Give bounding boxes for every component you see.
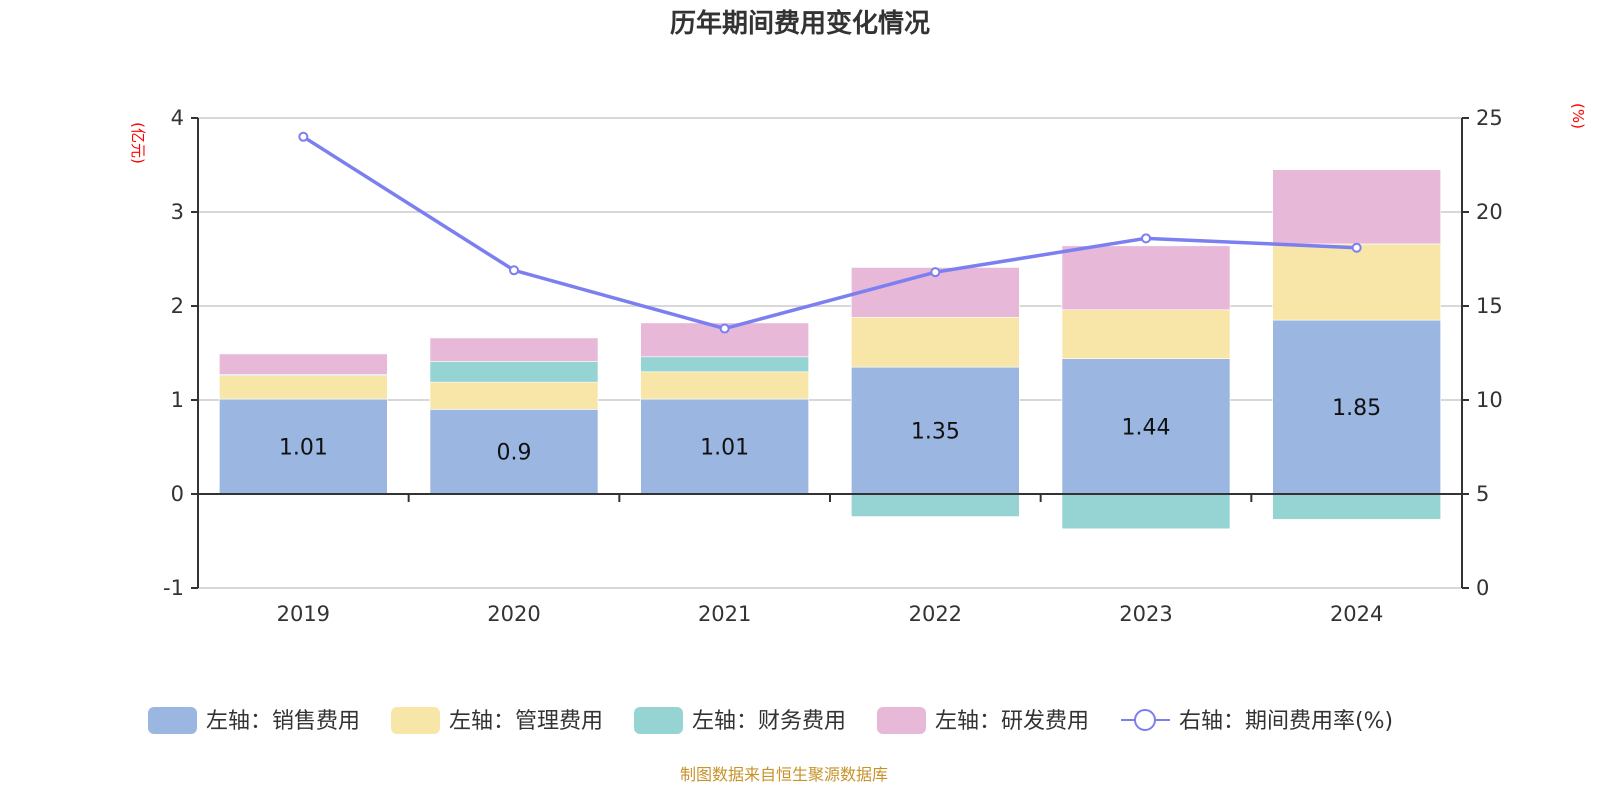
left-tick-label: 4 xyxy=(171,106,184,130)
bar-value-label: 1.85 xyxy=(1332,396,1381,421)
bar-segment xyxy=(1272,493,1441,520)
legend-label: 右轴：期间费用率(%) xyxy=(1179,709,1393,734)
axes: -1 0 1 2 3 4 0 5 10 15 20 25 2019 2020 2021 2022 2023 202… xyxy=(163,106,1503,626)
legend-marker-icon xyxy=(1134,709,1156,731)
rate-point xyxy=(509,265,519,276)
left-tick-label: 2 xyxy=(171,294,184,318)
rate-point xyxy=(719,323,730,334)
bar-segment xyxy=(1272,319,1441,495)
bar-segment xyxy=(429,337,599,362)
chart-title: 历年期间费用变化情况 xyxy=(670,8,930,39)
grid-lines xyxy=(198,117,1462,589)
left-tick-label: 3 xyxy=(171,200,184,224)
rate-point xyxy=(1351,242,1362,253)
right-tick-label: 0 xyxy=(1476,576,1489,600)
bar-segment xyxy=(1272,243,1441,321)
right-tick-label: 5 xyxy=(1476,482,1489,506)
legend-swatch xyxy=(391,707,440,734)
x-tick-label: 2021 xyxy=(698,602,751,626)
legend: 左轴：销售费用 左轴：管理费用 左轴：财务费用 左轴：研发费用 右轴：期间费用率(%) xyxy=(148,707,1393,734)
legend-label: 左轴：研发费用 xyxy=(935,709,1089,734)
bar-segment xyxy=(1061,245,1231,311)
source-note: 制图数据来自恒生聚源数据库 xyxy=(680,765,888,784)
x-tick-label: 2024 xyxy=(1330,602,1383,626)
x-tick-label: 2019 xyxy=(277,602,330,626)
legend-swatch xyxy=(148,707,197,734)
right-tick-label: 25 xyxy=(1476,106,1503,130)
left-tick-label: 1 xyxy=(171,388,184,412)
bar-segment xyxy=(1061,493,1231,530)
right-tick-label: 20 xyxy=(1476,200,1503,224)
rate-line xyxy=(298,131,1362,334)
bar-value-label: 0.9 xyxy=(497,441,532,466)
bar-segment xyxy=(640,398,809,495)
rate-line-path xyxy=(302,135,1357,331)
right-tick-label: 10 xyxy=(1476,388,1503,412)
legend-label: 左轴：销售费用 xyxy=(206,709,360,734)
x-tick-label: 2022 xyxy=(909,602,962,626)
legend-label: 左轴：财务费用 xyxy=(692,709,846,734)
bar-segment xyxy=(640,356,809,373)
bar-segment xyxy=(219,398,388,495)
bar-value-label: 1.35 xyxy=(911,420,960,445)
right-axis-unit: (%) xyxy=(1569,103,1587,129)
bars xyxy=(219,169,1441,530)
legend-label: 左轴：管理费用 xyxy=(449,709,603,734)
bar-segment xyxy=(1272,169,1441,245)
bar-segment xyxy=(851,316,1020,368)
rate-point xyxy=(930,267,941,278)
rate-point xyxy=(1141,233,1151,244)
left-axis-unit: (亿元) xyxy=(129,122,147,164)
bar-value-label: 1.44 xyxy=(1122,415,1171,440)
x-tick-label: 2020 xyxy=(487,602,540,626)
data-labels: 1.01 0.9 1.01 1.35 1.44 1.85 xyxy=(279,396,1381,466)
x-tick-label: 2023 xyxy=(1119,602,1172,626)
bar-segment xyxy=(429,361,599,383)
legend-swatch xyxy=(634,707,683,734)
legend-swatch xyxy=(877,707,926,734)
bar-segment xyxy=(429,409,599,495)
left-tick-label: 0 xyxy=(171,482,184,506)
left-tick-label: -1 xyxy=(163,576,184,600)
bar-segment xyxy=(851,366,1020,495)
bar-segment xyxy=(1061,309,1231,359)
bar-value-label: 1.01 xyxy=(700,436,749,461)
bar-segment xyxy=(1061,358,1231,495)
rate-point xyxy=(298,131,309,142)
bar-segment xyxy=(219,353,388,375)
bar-value-label: 1.01 xyxy=(279,436,328,461)
bar-segment xyxy=(640,371,809,400)
right-tick-label: 15 xyxy=(1476,294,1503,318)
bar-segment xyxy=(429,381,599,410)
bar-segment xyxy=(219,375,388,400)
bar-segment xyxy=(851,493,1020,517)
